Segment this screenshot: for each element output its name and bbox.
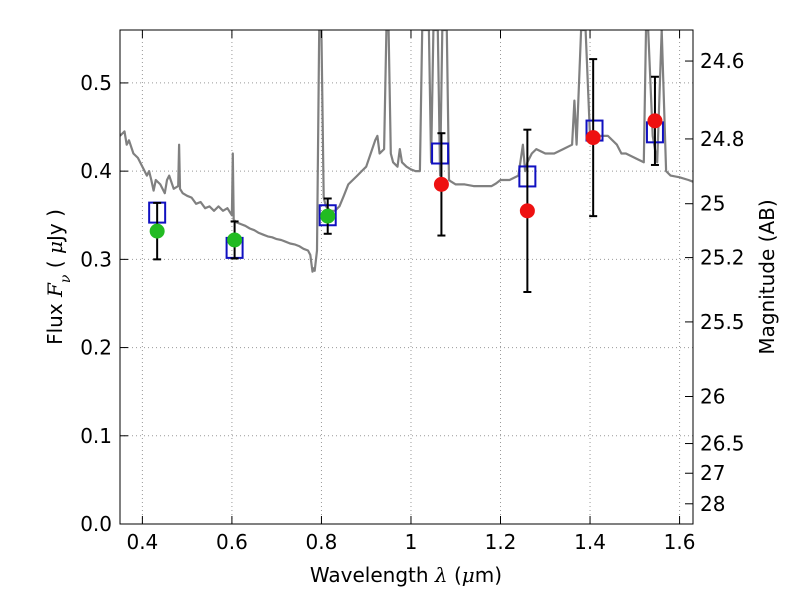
y-tick-label: 0.4 bbox=[80, 159, 112, 183]
sed-line bbox=[120, 30, 693, 273]
x-tick-label: 1.6 bbox=[664, 530, 696, 554]
y-tick-label: 0.5 bbox=[80, 71, 112, 95]
y-tick-label: 0.3 bbox=[80, 247, 112, 271]
grid bbox=[120, 30, 693, 525]
y-tick-label: 0.1 bbox=[80, 424, 112, 448]
x-tick-label: 0.8 bbox=[306, 530, 338, 554]
model-square-marker bbox=[431, 142, 450, 165]
model-sed-curve bbox=[120, 30, 693, 273]
y2-tick-label: 24.8 bbox=[700, 127, 745, 151]
nir-data-point bbox=[585, 130, 601, 146]
optical-data-point bbox=[320, 208, 336, 224]
y-axis-label: Flux Fν ( μJy ) bbox=[43, 209, 74, 345]
x-tick-label: 0.6 bbox=[216, 530, 248, 554]
nir-data-point bbox=[519, 203, 535, 219]
x-tick-label: 1.2 bbox=[485, 530, 517, 554]
y2-tick-label: 26.5 bbox=[700, 432, 745, 456]
y2-tick-label: 25.2 bbox=[700, 246, 745, 270]
y2-tick-label: 26 bbox=[700, 384, 725, 408]
y-tick-label: 0.2 bbox=[80, 336, 112, 360]
plot-frame bbox=[119, 29, 694, 525]
axis-ticks: 0.4 0.6 0.8 1 1.2 1.4 1.6 0.0 0.1 0.2 0.3 0.4 0.5 24.… bbox=[80, 30, 745, 554]
nir-data-point bbox=[433, 176, 449, 192]
x-tick-label: 1 bbox=[405, 530, 418, 554]
optical-data-point bbox=[149, 223, 165, 239]
x-tick-label: 1.4 bbox=[574, 530, 606, 554]
y2-axis-label: Magnitude (AB) bbox=[755, 199, 779, 354]
y2-tick-label: 25.5 bbox=[700, 310, 745, 334]
photometry-points bbox=[148, 58, 664, 293]
y2-tick-label: 24.6 bbox=[700, 49, 745, 73]
y-tick-label: 0.0 bbox=[80, 512, 112, 536]
optical-data-point bbox=[227, 232, 243, 248]
x-tick-label: 0.4 bbox=[126, 530, 158, 554]
y2-tick-label: 27 bbox=[700, 461, 725, 485]
nir-data-point bbox=[647, 113, 663, 129]
y2-tick-label: 28 bbox=[700, 492, 725, 516]
x-axis-label: Wavelength λ (μm) bbox=[310, 563, 502, 587]
y2-tick-label: 25 bbox=[700, 192, 725, 216]
